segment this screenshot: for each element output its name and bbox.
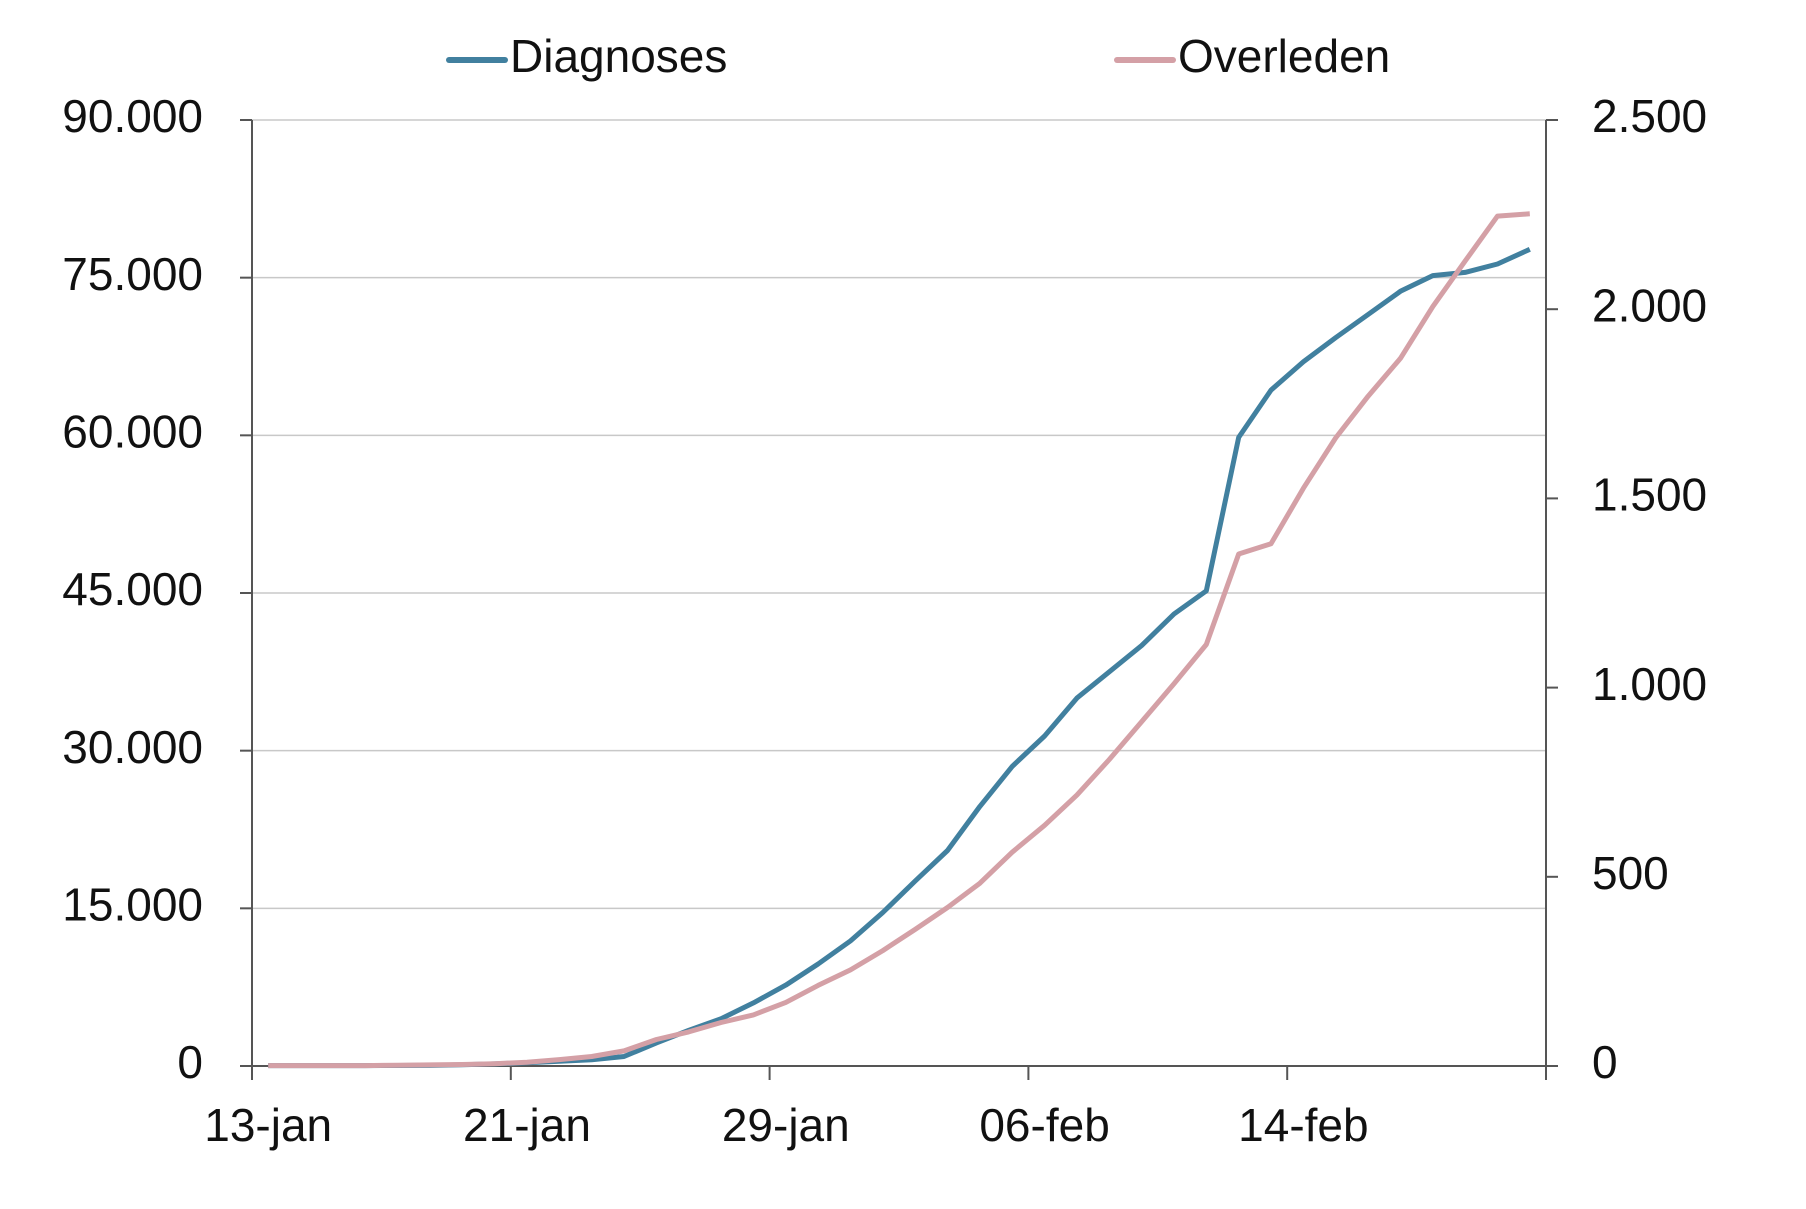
legend-label: Overleden: [1178, 30, 1390, 82]
y-tick-label: 45.000: [62, 563, 203, 615]
y-tick-label: 75.000: [62, 248, 203, 300]
y-tick-label: 90.000: [62, 90, 203, 142]
y2-tick-label: 500: [1592, 847, 1669, 899]
x-tick-label: 14-feb: [1238, 1099, 1368, 1151]
x-tick-label: 06-feb: [979, 1099, 1109, 1151]
y2-tick-label: 2.500: [1592, 90, 1707, 142]
y-tick-label: 15.000: [62, 878, 203, 930]
series-line: [268, 247, 1531, 1069]
y2-tick-label: 2.000: [1592, 279, 1707, 331]
y-tick-label: 60.000: [62, 405, 203, 457]
x-tick-label: 13-jan: [204, 1099, 332, 1151]
legend-label: Diagnoses: [510, 30, 727, 82]
y2-tick-label: 1.500: [1592, 469, 1707, 521]
y-tick-label: 30.000: [62, 721, 203, 773]
y2-tick-label: 1.000: [1592, 658, 1707, 710]
series-line: [268, 211, 1530, 1069]
x-tick-label: 29-jan: [722, 1099, 850, 1151]
y-tick-label: 0: [177, 1036, 203, 1088]
x-tick-label: 21-jan: [463, 1099, 591, 1151]
y2-tick-label: 0: [1592, 1036, 1618, 1088]
